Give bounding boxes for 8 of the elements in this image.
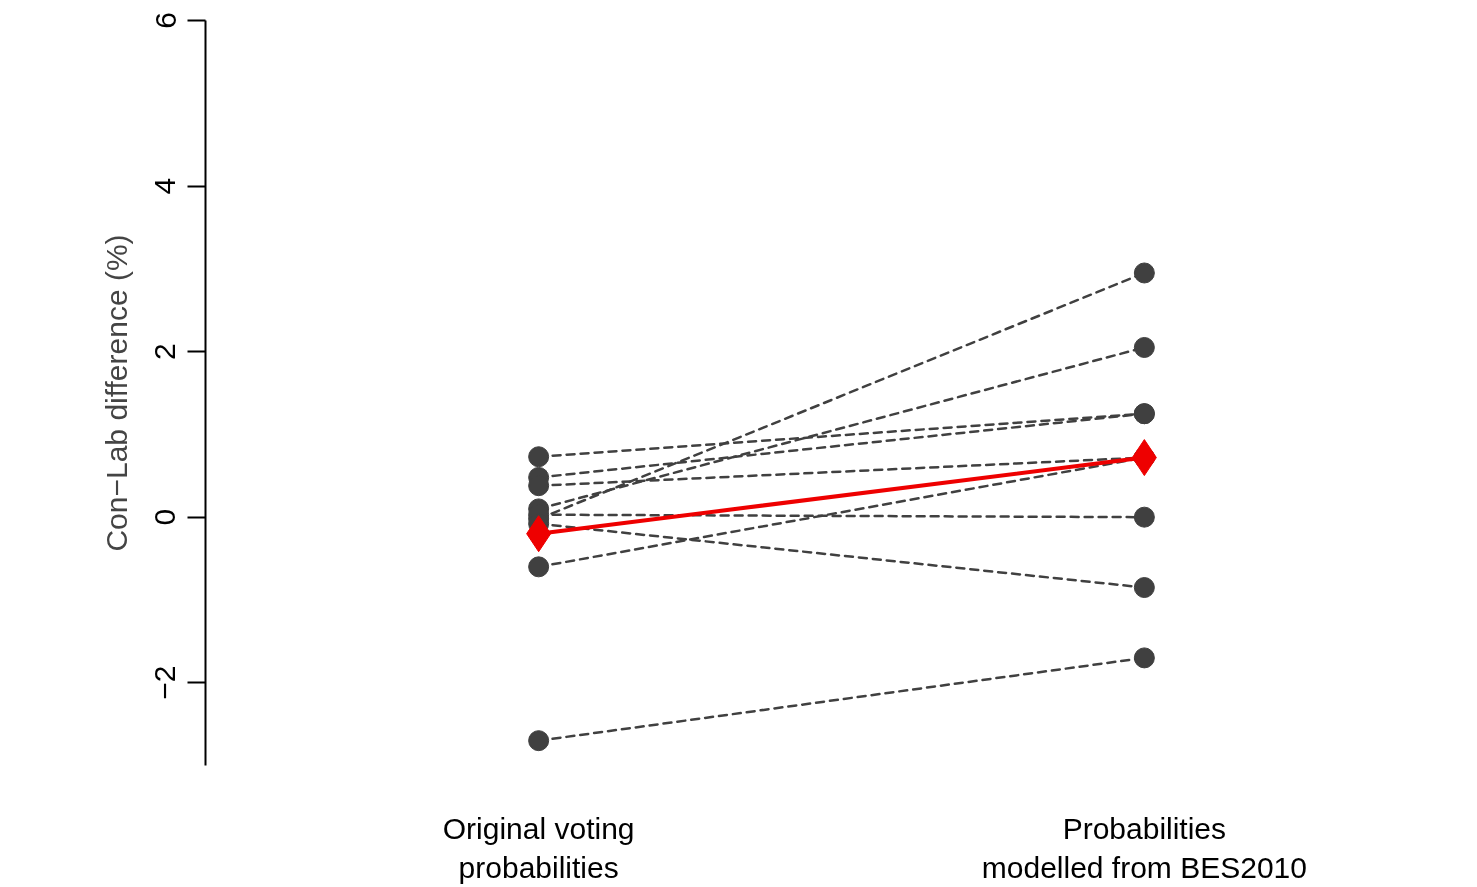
x-tick-label: Original voting probabilities [442, 811, 635, 885]
y-tick-label: 6 [148, 12, 182, 29]
y-tick-label: 4 [148, 177, 182, 195]
x-tick-label: Probabilities modelled from BES2010 [981, 811, 1307, 885]
y-tick-label: −2 [148, 665, 182, 700]
y-axis-title: Con−Lab difference (%) [99, 234, 133, 552]
y-tick-label: 2 [148, 343, 182, 360]
y-tick-label: 0 [148, 508, 182, 526]
